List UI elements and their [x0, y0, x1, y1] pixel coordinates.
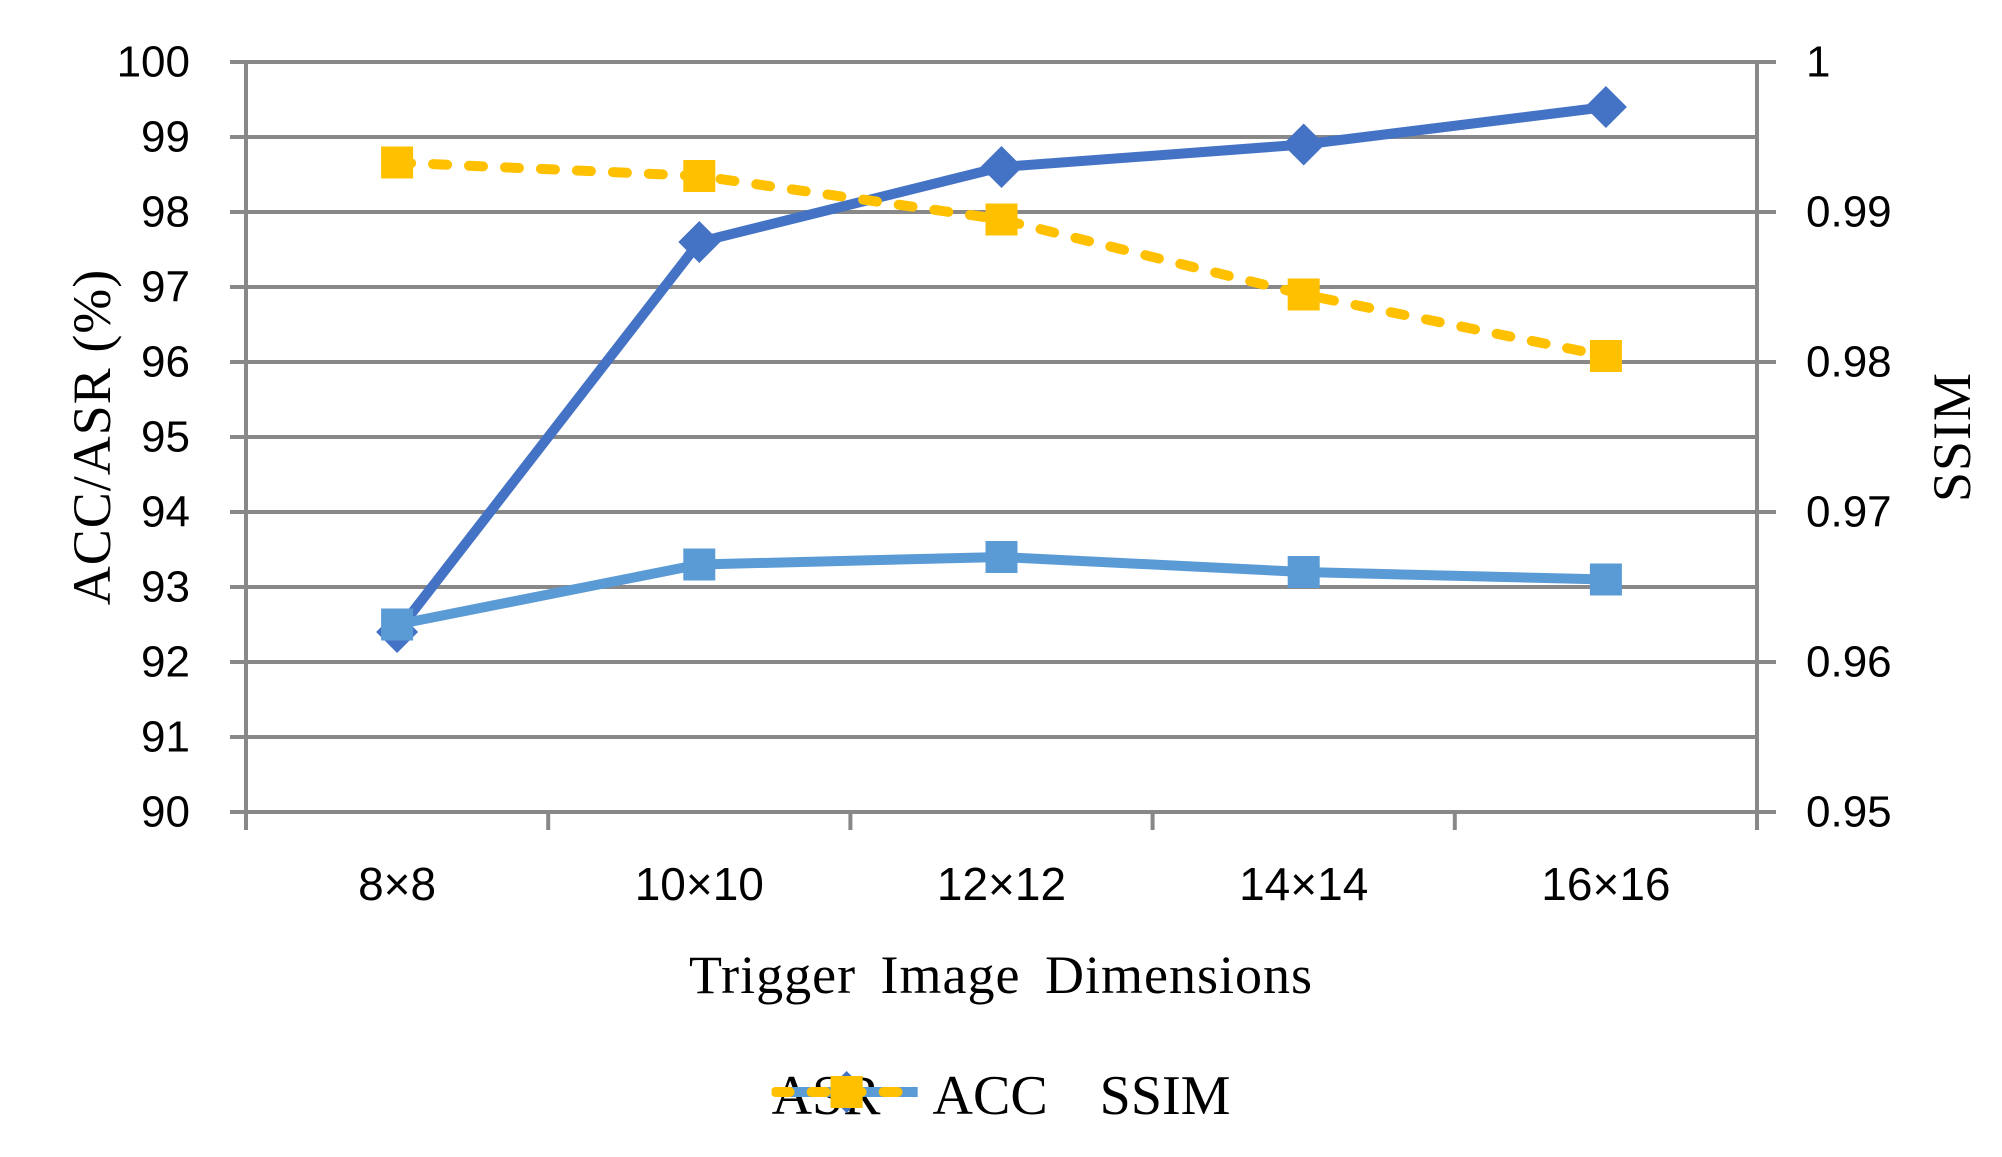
marker-ssim-16x16: [1589, 340, 1622, 372]
left-axis-tick-label: 91: [141, 713, 190, 762]
right-axis-tick-label: 0.96: [1806, 638, 1892, 687]
chart-legend: ASRACCSSIM: [771, 1065, 1231, 1127]
x-axis-category-label: 16×16: [1541, 858, 1670, 910]
right-y-axis-title: SSIM: [1922, 371, 1982, 503]
left-y-axis-title: ACC/ASR (%): [62, 268, 122, 606]
left-axis-tick-label: 94: [141, 488, 190, 537]
legend-item-ssim: SSIM: [771, 1065, 1231, 1127]
marker-acc-10x10: [683, 548, 716, 581]
x-axis-category-label: 8×8: [358, 858, 436, 910]
marker-acc-16x16: [1589, 563, 1622, 596]
marker-ssim-12x12: [985, 203, 1018, 236]
marker-ssim-10x10: [683, 160, 716, 192]
left-axis-tick-label: 92: [141, 638, 190, 687]
marker-acc-14x14: [1287, 556, 1320, 588]
marker-ssim-8x8: [381, 146, 414, 179]
left-axis-tick-label: 97: [141, 263, 190, 312]
right-axis-tick-label: 0.98: [1806, 338, 1892, 387]
left-axis-tick-label: 90: [141, 788, 190, 837]
left-axis-tick-label: 93: [141, 563, 190, 612]
legend-item-acc: ACC: [775, 1065, 1048, 1127]
right-axis-tick-label: 0.95: [1806, 788, 1892, 837]
x-axis-title: Trigger Image Dimensions: [689, 945, 1313, 1005]
left-axis-tick-label: 100: [117, 38, 190, 87]
legend-label: SSIM: [1099, 1065, 1231, 1127]
marker-asr-12x12: [980, 146, 1023, 188]
x-axis-category-label: 14×14: [1239, 858, 1368, 910]
left-axis-tick-label: 96: [141, 338, 190, 387]
legend-square-sample-ssim: [771, 1076, 922, 1108]
marker-acc-12x12: [985, 541, 1018, 573]
right-axis-tick-label: 0.99: [1806, 188, 1892, 237]
left-axis-tick-label: 95: [141, 413, 190, 462]
marker-asr-14x14: [1282, 123, 1325, 166]
marker-acc-8x8: [381, 608, 414, 641]
marker-ssim-14x14: [1287, 278, 1320, 311]
marker-asr-10x10: [678, 221, 721, 263]
x-axis-category-label: 12×12: [937, 858, 1066, 910]
right-axis-tick-label: 0.97: [1806, 488, 1892, 537]
left-axis-tick-label: 98: [141, 188, 190, 237]
right-axis-tick-label: 1: [1806, 38, 1830, 87]
x-axis-category-label: 10×10: [635, 858, 764, 910]
legend-label: ACC: [932, 1065, 1048, 1127]
marker-asr-16x16: [1584, 86, 1627, 128]
left-axis-tick-label: 99: [141, 113, 190, 162]
